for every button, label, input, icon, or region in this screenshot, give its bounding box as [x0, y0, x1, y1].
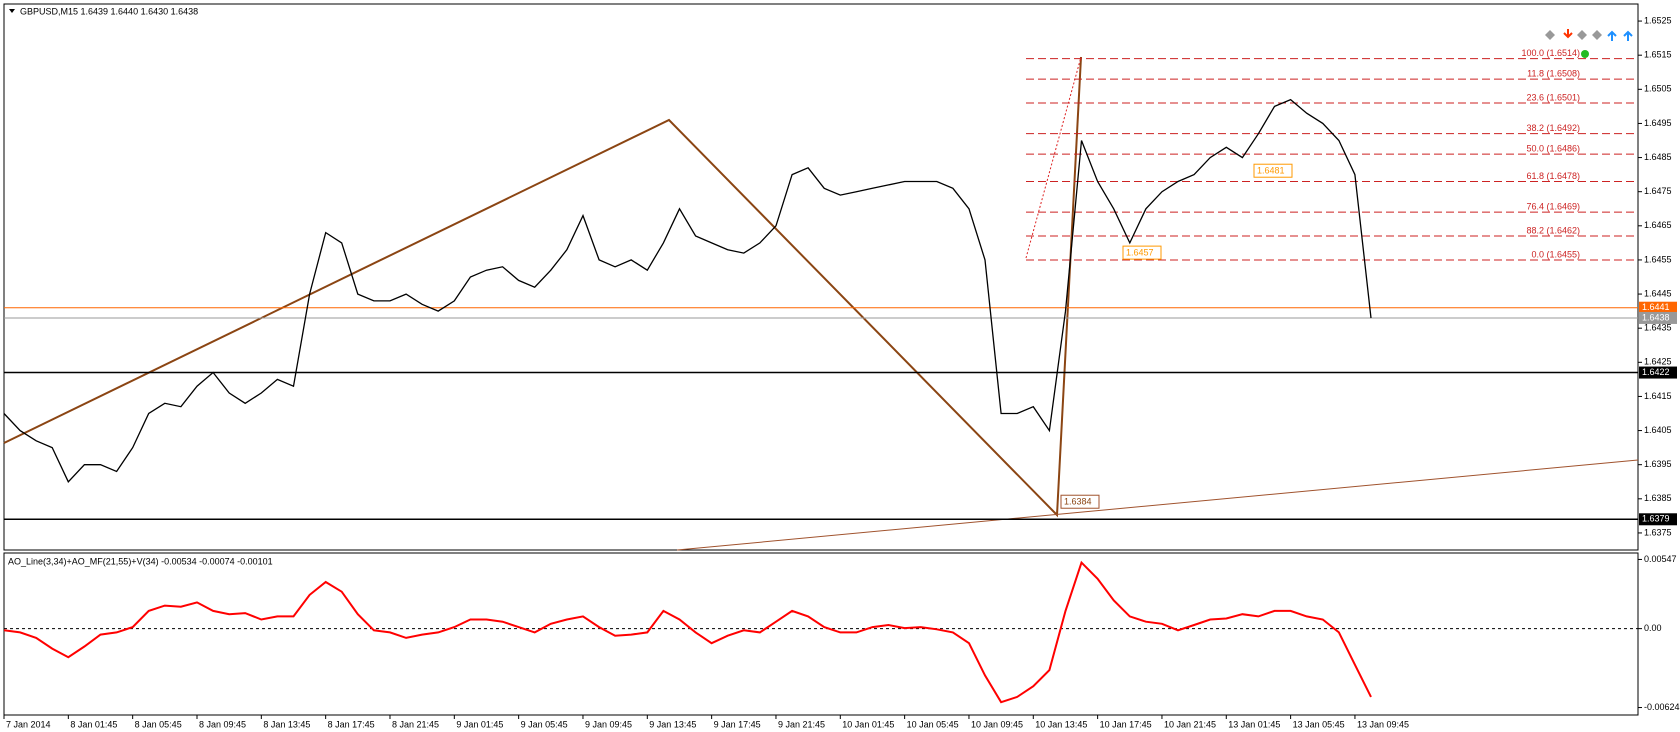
x-tick-label: 10 Jan 17:45: [1100, 719, 1152, 729]
y-tick-label: -0.00624: [1644, 702, 1680, 712]
x-tick-label: 13 Jan 09:45: [1357, 719, 1409, 729]
price-line: [3, 560, 1372, 704]
x-tick-label: 13 Jan 05:45: [1293, 719, 1345, 729]
icon[interactable]: [1577, 30, 1587, 40]
x-tick-label: 8 Jan 21:45: [392, 719, 439, 729]
y-tick-label: 0.00547: [1644, 554, 1677, 564]
x-tick-label: 10 Jan 01:45: [842, 719, 894, 729]
x-tick-label: 9 Jan 17:45: [714, 719, 761, 729]
fib-label: 100.0 (1.6514): [1521, 48, 1580, 58]
price-level-box: [1639, 311, 1677, 324]
y-tick-label: 1.6485: [1644, 152, 1672, 162]
y-tick-label: 1.6505: [1644, 84, 1672, 94]
x-tick-label: 8 Jan 09:45: [199, 719, 246, 729]
annotation-label: 1.6457: [1126, 247, 1154, 257]
icon[interactable]: [1592, 30, 1602, 40]
y-tick-label: 1.6405: [1644, 425, 1672, 435]
annotation-box: [1060, 494, 1100, 509]
y-tick-label: 1.6435: [1644, 323, 1672, 333]
y-tick-label: 1.6415: [1644, 391, 1672, 401]
price-level-label: 1.6441: [1642, 302, 1670, 312]
price-level-label: 1.6438: [1642, 312, 1670, 322]
y-tick-label: 1.6465: [1644, 220, 1672, 230]
fib-label: 38.2 (1.6492): [1526, 123, 1580, 133]
y-tick-label: 1.6455: [1644, 254, 1672, 264]
fib-label: 0.0 (1.6455): [1531, 249, 1580, 259]
y-tick-label: 0.00: [1644, 623, 1662, 633]
trend-line: [676, 459, 1639, 551]
x-tick-label: 10 Jan 13:45: [1035, 719, 1087, 729]
x-tick-label: 9 Jan 05:45: [521, 719, 568, 729]
annotation-box: [1253, 163, 1293, 178]
x-tick-label: 13 Jan 01:45: [1228, 719, 1280, 729]
toolbar-icons: [1545, 29, 1633, 58]
y-tick-label: 1.6445: [1644, 288, 1672, 298]
x-tick-label: 7 Jan 2014: [6, 719, 51, 729]
x-tick-label: 10 Jan 09:45: [971, 719, 1023, 729]
x-tick-label: 8 Jan 05:45: [135, 719, 182, 729]
fib-label: 11.8 (1.6508): [1527, 68, 1580, 78]
indicator-panel-frame: [3, 552, 1639, 716]
x-tick-label: 9 Jan 13:45: [649, 719, 696, 729]
x-tick-label: 8 Jan 13:45: [263, 719, 310, 729]
price-line: [3, 98, 1372, 483]
indicator-title: AO_Line(3,34)+AO_MF(21,55)+V(34) -0.0053…: [8, 556, 273, 566]
fib-label: 50.0 (1.6486): [1526, 144, 1580, 154]
fib-label: 88.2 (1.6462): [1526, 225, 1580, 235]
y-tick-label: 1.6525: [1644, 15, 1672, 25]
y-tick-label: 1.6385: [1644, 493, 1672, 503]
x-tick-label: 9 Jan 09:45: [585, 719, 632, 729]
fib-label: 61.8 (1.6478): [1526, 171, 1580, 181]
chart-title: GBPUSD,M15 1.6439 1.6440 1.6430 1.6438: [20, 6, 198, 16]
price-level-box: [1639, 513, 1677, 526]
x-tick-label: 8 Jan 01:45: [70, 719, 117, 729]
icon[interactable]: [1563, 29, 1573, 39]
icon[interactable]: [1623, 30, 1633, 41]
y-tick-label: 1.6375: [1644, 527, 1672, 537]
y-tick-label: 1.6425: [1644, 357, 1672, 367]
main-panel-frame: [3, 3, 1639, 551]
x-tick-label: 10 Jan 21:45: [1164, 719, 1216, 729]
y-tick-label: 1.6475: [1644, 186, 1672, 196]
menu-triangle[interactable]: [9, 9, 15, 13]
price-level-label: 1.6379: [1642, 514, 1670, 524]
status-dot: [1581, 50, 1589, 58]
icon[interactable]: [1607, 30, 1617, 41]
fib-base-line: [1025, 56, 1082, 259]
price-level-label: 1.6422: [1642, 367, 1670, 377]
x-tick-label: 10 Jan 05:45: [907, 719, 959, 729]
icon[interactable]: [1545, 30, 1555, 40]
x-tick-label: 9 Jan 21:45: [778, 719, 825, 729]
annotation-label: 1.6481: [1257, 166, 1285, 176]
x-tick-label: 8 Jan 17:45: [328, 719, 375, 729]
y-tick-label: 1.6495: [1644, 118, 1672, 128]
price-level-box: [1639, 301, 1677, 314]
annotation-box: [1122, 245, 1162, 260]
annotation-label: 1.6384: [1064, 497, 1092, 507]
y-tick-label: 1.6395: [1644, 459, 1672, 469]
price-level-box: [1639, 366, 1677, 379]
fib-label: 76.4 (1.6469): [1526, 202, 1580, 212]
x-tick-label: 9 Jan 01:45: [456, 719, 503, 729]
fib-label: 23.6 (1.6501): [1526, 92, 1580, 102]
y-tick-label: 1.6515: [1644, 50, 1672, 60]
